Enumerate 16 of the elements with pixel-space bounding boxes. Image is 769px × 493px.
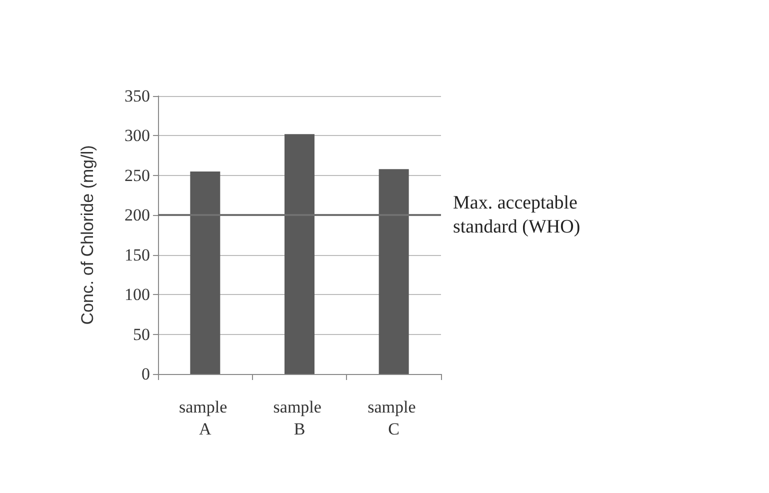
y-tick-label: 350 [124,86,150,106]
bar [190,171,220,374]
y-tick-label: 150 [124,245,150,264]
y-tick-label: 300 [124,126,150,146]
y-tick-label: 0 [142,364,150,384]
ref-line-label: Max. acceptable standard (WHO) [453,192,582,238]
y-tick-label: 250 [124,166,150,185]
y-axis-title: Conc. of Chloride (mg/l) [78,145,97,325]
y-tick-label: 50 [133,324,150,344]
y-tick-label: 200 [124,206,150,225]
x-tick-label: sample C [368,398,420,438]
x-tick-label: sample B [273,398,326,438]
bar [284,134,314,374]
x-tick-label: sample A [178,398,232,438]
bar [378,169,409,374]
y-tick-label: 100 [124,285,150,304]
